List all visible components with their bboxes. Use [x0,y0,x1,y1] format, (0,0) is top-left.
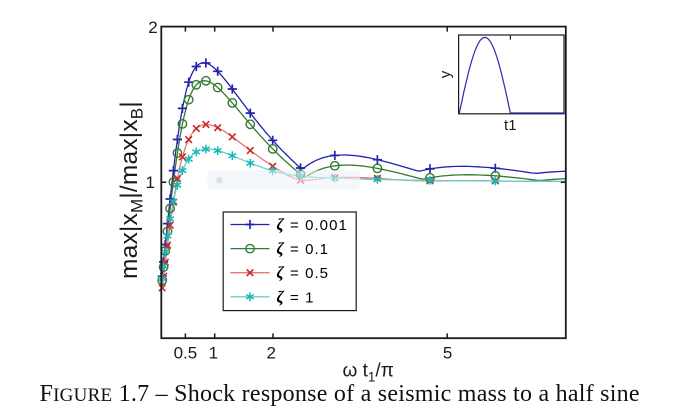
svg-text:2: 2 [148,18,157,37]
svg-text:ζ = 0.001: ζ = 0.001 [277,215,348,234]
svg-text:max|xM|/max|xB|: max|xM|/max|xB| [116,101,147,279]
svg-text:5: 5 [443,344,452,363]
svg-text:ω t1/π: ω t1/π [343,361,394,385]
svg-text:ζ = 0.1: ζ = 0.1 [277,239,330,258]
svg-text:Capture rectangulaire: Capture rectangulaire [241,174,361,188]
svg-text:y: y [437,70,454,78]
svg-text:0.5: 0.5 [174,344,198,363]
svg-text:t1: t1 [504,117,517,134]
svg-text:FIGURE 1.7 – Shock response of: FIGURE 1.7 – Shock response of a seismic… [40,381,640,407]
svg-text:2: 2 [266,344,275,363]
svg-text:1: 1 [209,344,218,363]
svg-text:ζ = 1: ζ = 1 [277,287,315,306]
svg-text:ζ = 0.5: ζ = 0.5 [277,263,330,282]
svg-text:1: 1 [146,173,155,192]
